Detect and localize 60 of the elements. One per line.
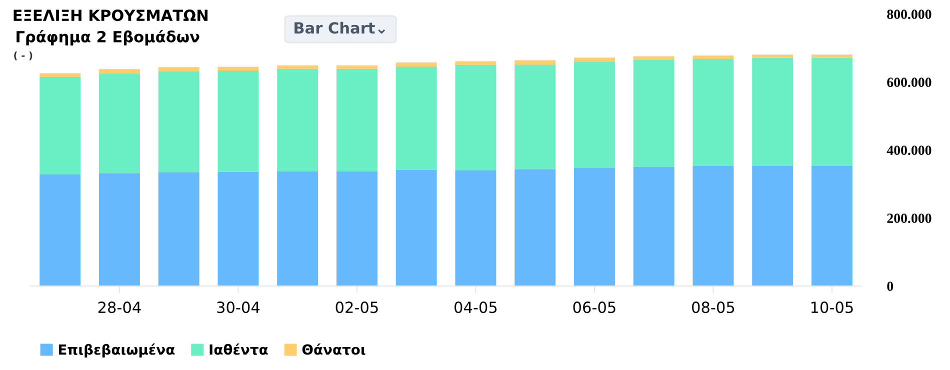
bar bbox=[514, 60, 556, 64]
x-tick-label: 28-04 bbox=[98, 302, 141, 314]
x-tick-label: 02-05 bbox=[336, 302, 378, 314]
bar bbox=[396, 66, 437, 170]
bar bbox=[574, 58, 615, 62]
y-tick-label: 200.000 bbox=[887, 214, 932, 224]
x-tick-label: 08-05 bbox=[692, 302, 734, 314]
bar bbox=[752, 58, 794, 166]
bar bbox=[218, 172, 259, 286]
bar bbox=[811, 166, 852, 286]
bar bbox=[336, 171, 378, 286]
x-tick-label: 04-05 bbox=[454, 302, 497, 314]
chart-title: ΕΞΕΛΙΞΗ ΚΡΟΥΣΜΑΤΩΝ bbox=[14, 10, 208, 22]
bar bbox=[40, 174, 81, 286]
bar bbox=[811, 54, 852, 58]
bar bbox=[336, 68, 378, 172]
x-tick-label: 06-05 bbox=[573, 302, 616, 314]
bar bbox=[514, 64, 556, 170]
bar bbox=[98, 69, 140, 74]
y-tick-label: 0 bbox=[887, 282, 894, 291]
bar bbox=[692, 166, 734, 286]
y-tick-label: 600.000 bbox=[887, 78, 932, 88]
bar bbox=[455, 64, 496, 170]
bar bbox=[752, 166, 794, 286]
x-tick-label: 10-05 bbox=[811, 302, 853, 314]
annotation: ( - ) bbox=[14, 52, 32, 60]
bar bbox=[158, 67, 200, 72]
y-tick-label: 400.000 bbox=[886, 146, 932, 156]
legend-label: Ιαθέντα bbox=[210, 343, 268, 355]
bar bbox=[98, 173, 140, 286]
bar bbox=[218, 70, 259, 172]
bar bbox=[692, 56, 734, 59]
bar bbox=[514, 169, 556, 286]
bar bbox=[811, 58, 852, 166]
bar bbox=[277, 68, 318, 172]
bar bbox=[752, 54, 794, 58]
x-tick-label: 30-04 bbox=[217, 302, 260, 314]
bar bbox=[633, 60, 674, 168]
bar bbox=[277, 171, 318, 286]
y-tick-label: 800.000 bbox=[887, 10, 932, 20]
bar bbox=[633, 56, 674, 60]
bar bbox=[218, 66, 259, 70]
bar bbox=[455, 170, 496, 286]
bar bbox=[633, 167, 674, 286]
bar bbox=[158, 71, 200, 172]
bar bbox=[40, 76, 81, 174]
bar bbox=[98, 73, 140, 174]
bar bbox=[277, 65, 318, 69]
bar bbox=[574, 168, 615, 286]
bar bbox=[336, 65, 378, 69]
bar bbox=[396, 62, 437, 66]
legend-label: Θάνατοι bbox=[302, 343, 366, 355]
bar bbox=[396, 170, 437, 286]
bar bbox=[40, 73, 81, 77]
bar bbox=[158, 172, 200, 286]
legend-label: Επιβεβαιωμένα bbox=[58, 343, 175, 358]
bar bbox=[574, 61, 615, 168]
annotation: Bar Chart⌄ bbox=[294, 22, 386, 34]
bar bbox=[692, 58, 734, 166]
text: Γράφημα 2 Εβομάδων bbox=[16, 30, 200, 46]
